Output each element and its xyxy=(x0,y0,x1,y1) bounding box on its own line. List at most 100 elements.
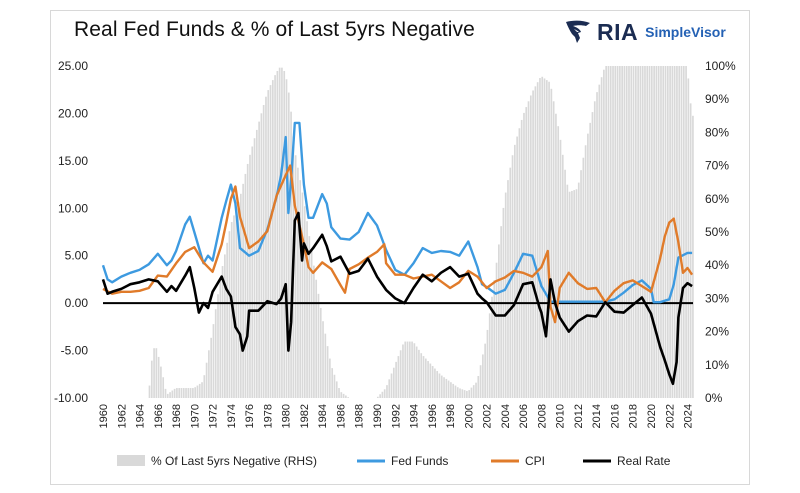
area-bar xyxy=(678,66,681,398)
area-bar xyxy=(628,66,630,398)
area-bar xyxy=(255,129,258,398)
legend-label: Real Rate xyxy=(617,454,671,468)
area-bar xyxy=(495,262,498,398)
area-bar xyxy=(685,66,687,398)
area-bar xyxy=(315,279,318,398)
left-axis-tick-label: 10.00 xyxy=(58,201,88,215)
area-bar xyxy=(290,111,292,399)
area-bar xyxy=(689,103,692,398)
x-axis-tick-label: 1962 xyxy=(116,404,128,428)
left-axis-tick-label: 20.00 xyxy=(58,106,88,120)
x-axis-tick-label: 1992 xyxy=(390,404,402,428)
area-bar xyxy=(203,375,206,398)
area-bar xyxy=(552,101,555,399)
area-bar xyxy=(591,112,594,398)
ria-simplevisor-logo: RIA SimpleVisor xyxy=(563,17,726,47)
x-axis-tick-label: 2002 xyxy=(482,404,494,428)
area-bar xyxy=(529,95,532,398)
area-bar xyxy=(555,113,557,398)
area-bar xyxy=(399,350,402,398)
area-bar xyxy=(488,313,491,398)
area-bar xyxy=(589,122,592,398)
area-bar xyxy=(493,280,496,398)
area-bar xyxy=(607,66,610,398)
x-axis-tick-label: 2014 xyxy=(591,404,603,428)
area-bar xyxy=(559,139,562,398)
area-bar xyxy=(484,343,486,398)
area-bar xyxy=(196,385,199,398)
right-axis-tick-label: 70% xyxy=(705,159,729,173)
area-bar xyxy=(388,379,391,398)
area-bar xyxy=(185,388,187,398)
area-bar xyxy=(523,112,525,399)
area-bar xyxy=(150,360,153,398)
area-bar xyxy=(228,231,231,398)
area-bar xyxy=(301,192,304,398)
area-bar xyxy=(436,371,439,398)
area-bar xyxy=(201,382,203,398)
area-bar xyxy=(148,385,151,398)
area-bar xyxy=(500,226,502,398)
area-bar xyxy=(404,341,407,398)
area-bar xyxy=(310,251,313,398)
area-bar xyxy=(482,354,484,398)
area-bar xyxy=(564,169,566,398)
area-bar xyxy=(338,388,340,398)
area-bar xyxy=(281,67,283,398)
area-bar xyxy=(498,244,500,398)
area-bar xyxy=(429,363,432,398)
right-axis-tick-label: 40% xyxy=(705,258,729,272)
right-axis-tick-label: 10% xyxy=(705,358,729,372)
legend-label: Fed Funds xyxy=(391,454,448,468)
area-bar xyxy=(379,394,381,398)
area-bar xyxy=(212,324,215,398)
area-bar xyxy=(632,66,635,398)
x-axis-tick-label: 1964 xyxy=(135,404,147,428)
area-bar xyxy=(445,378,448,398)
area-bar xyxy=(603,69,605,399)
area-bar xyxy=(596,92,598,399)
area-bar xyxy=(598,84,601,399)
area-bar xyxy=(671,66,674,398)
eagle-icon xyxy=(566,20,590,43)
area-bar xyxy=(593,101,596,399)
x-axis-tick-label: 1998 xyxy=(445,404,457,428)
area-bar xyxy=(660,66,662,398)
area-bar xyxy=(623,66,626,398)
area-bar xyxy=(406,341,409,398)
x-axis-tick-label: 1974 xyxy=(226,404,238,428)
x-axis-tick-label: 2000 xyxy=(463,404,475,428)
area-bar xyxy=(630,66,633,398)
area-bar xyxy=(383,389,386,398)
area-bar xyxy=(680,66,683,398)
area-bar xyxy=(463,390,466,398)
left-axis-tick-label: -10.00 xyxy=(54,391,88,405)
right-axis-tick-label: 80% xyxy=(705,125,729,139)
x-axis-tick-label: 2016 xyxy=(610,404,622,428)
area-bar xyxy=(536,82,539,398)
right-axis-tick-label: 20% xyxy=(705,325,729,339)
area-bar xyxy=(306,221,308,398)
logo-simplevisor-text: SimpleVisor xyxy=(645,24,726,40)
area-bar xyxy=(408,341,411,398)
area-bar xyxy=(162,377,165,398)
left-axis-tick-label: 15.00 xyxy=(58,154,88,168)
area-bar xyxy=(397,356,400,398)
area-bar xyxy=(543,78,546,398)
area-bar xyxy=(472,385,475,398)
area-bar xyxy=(532,90,534,399)
area-bar xyxy=(260,113,263,398)
area-bar xyxy=(655,66,658,398)
area-bar xyxy=(427,361,429,398)
area-bar xyxy=(386,385,388,398)
area-bar xyxy=(226,242,228,398)
area-bar xyxy=(276,70,279,398)
area-bar xyxy=(189,388,192,398)
area-bar xyxy=(452,383,455,398)
area-bar xyxy=(285,79,288,398)
area-bar xyxy=(673,66,676,398)
area-bar xyxy=(224,254,226,398)
area-bar xyxy=(274,75,276,398)
area-bar xyxy=(192,388,194,398)
area-bar xyxy=(246,163,249,398)
